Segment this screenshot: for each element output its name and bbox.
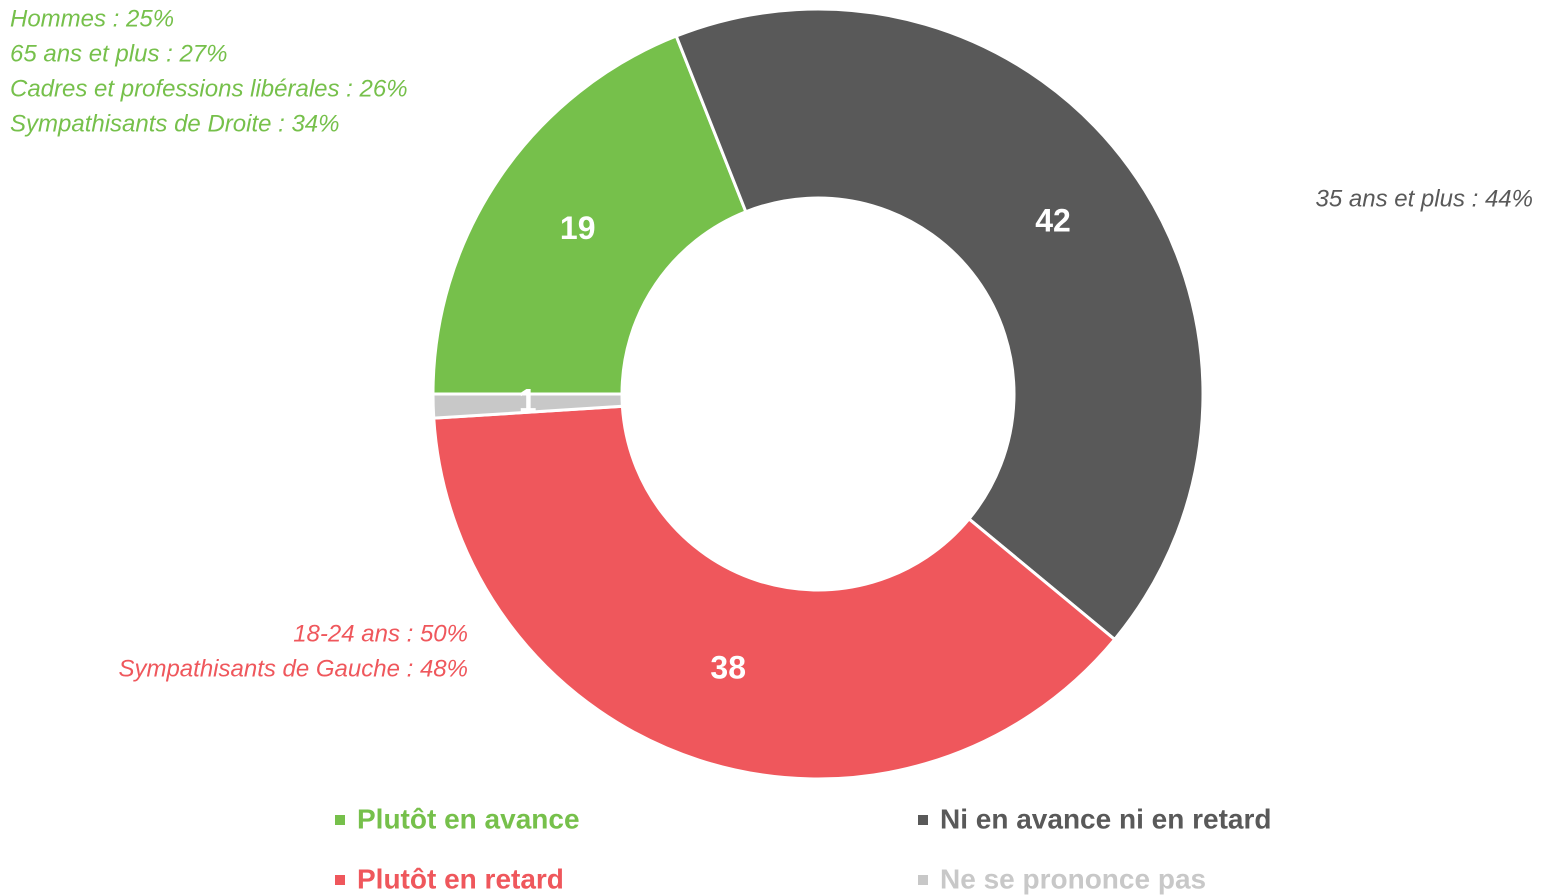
donut-segment xyxy=(431,34,748,396)
donut-segment xyxy=(674,7,1205,642)
annotation: Cadres et professions libérales : 26% xyxy=(10,75,408,102)
annotation: 35 ans et plus : 44% xyxy=(1316,185,1533,212)
data-label: 38 xyxy=(710,650,746,686)
legend-label: Plutôt en retard xyxy=(357,863,564,894)
donut-segment xyxy=(431,392,624,420)
annotation: Sympathisants de Droite : 34% xyxy=(10,110,340,137)
legend-swatch xyxy=(918,875,928,885)
annotation: Hommes : 25% xyxy=(10,5,174,32)
legend-swatch xyxy=(918,815,928,825)
data-label: 19 xyxy=(560,210,596,246)
data-label: 1 xyxy=(519,383,537,419)
annotation: 18-24 ans : 50% xyxy=(293,620,468,647)
legend-swatch xyxy=(335,815,345,825)
data-label: 42 xyxy=(1035,203,1071,239)
donut-segment xyxy=(432,404,1117,781)
annotation: Sympathisants de Gauche : 48% xyxy=(118,655,468,682)
legend-label: Ne se prononce pas xyxy=(940,863,1206,894)
legend-label: Ni en avance ni en retard xyxy=(940,803,1271,834)
legend-label: Plutôt en avance xyxy=(357,803,580,834)
legend-swatch xyxy=(335,875,345,885)
annotation: 65 ans et plus : 27% xyxy=(10,40,227,67)
